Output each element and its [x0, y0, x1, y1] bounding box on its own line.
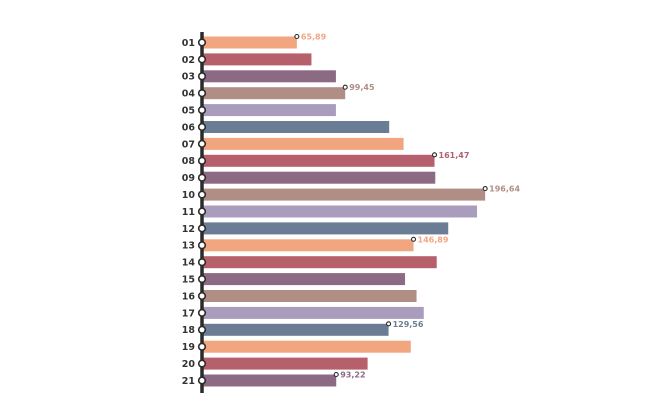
category-label-14: 14	[182, 258, 196, 269]
category-label-18: 18	[182, 325, 196, 336]
category-labels-group: 01 02 03 04 05 06 07 08 09 10 11 12 13 14 15 16 17 18 19 20…	[182, 38, 196, 387]
category-label-17: 17	[182, 308, 195, 319]
category-label-10: 10	[182, 190, 196, 201]
value-label-04: 99,45	[349, 83, 375, 92]
bar-04	[202, 87, 346, 100]
category-label-06: 06	[182, 122, 196, 133]
axis-marker-06	[197, 122, 207, 132]
bars-group	[202, 36, 486, 387]
axis-marker-15	[197, 275, 207, 284]
axis-marker-20	[197, 359, 207, 368]
bar-16	[202, 290, 417, 302]
value-dot-21	[333, 371, 339, 378]
category-label-21: 21	[182, 376, 195, 387]
value-dot-04	[342, 84, 348, 90]
axis-marker-03	[197, 72, 207, 81]
bar-01	[202, 36, 297, 49]
value-dot-18	[386, 321, 392, 327]
category-label-15: 15	[182, 275, 195, 286]
category-label-16: 16	[182, 291, 196, 302]
bar-18	[202, 323, 389, 336]
bar-10	[202, 188, 486, 201]
category-label-01: 01	[182, 38, 195, 49]
axis-marker-02	[197, 55, 207, 64]
bar-12	[202, 222, 449, 235]
bar-14	[202, 256, 437, 269]
axis-marker-10	[197, 190, 207, 199]
axis-marker-04	[197, 89, 207, 98]
axis-marker-16	[197, 291, 207, 301]
category-label-05: 05	[182, 106, 195, 117]
category-label-02: 02	[182, 55, 195, 66]
value-label-08: 161,47	[439, 151, 470, 160]
value-label-01: 65,89	[301, 33, 327, 42]
category-label-13: 13	[182, 241, 195, 252]
value-dot-10	[482, 186, 488, 192]
value-dot-01	[294, 33, 300, 40]
category-label-03: 03	[182, 72, 195, 83]
bar-21	[202, 374, 337, 387]
axis-marker-08	[197, 156, 207, 165]
bar-02	[202, 53, 312, 66]
bar-03	[202, 70, 336, 83]
bar-20	[202, 357, 368, 370]
category-label-11: 11	[182, 207, 195, 218]
axis-marker-13	[197, 241, 207, 250]
value-label-10: 196,64	[489, 185, 520, 194]
value-label-13: 146,89	[418, 235, 449, 244]
bar-11	[202, 205, 478, 218]
bar-05	[202, 104, 336, 117]
bar-07	[202, 137, 404, 150]
category-label-08: 08	[182, 156, 196, 167]
bar-15	[202, 273, 406, 286]
bar-13	[202, 239, 414, 252]
axis-marker-12	[197, 224, 207, 233]
category-label-04: 04	[182, 89, 196, 100]
bar-06	[202, 121, 390, 133]
axis-marker-09	[197, 173, 207, 182]
bar-09	[202, 171, 436, 184]
value-label-21: 93,22	[340, 371, 365, 380]
bar-17	[202, 306, 424, 319]
category-label-12: 12	[182, 224, 195, 235]
axis-marker-21	[197, 376, 207, 385]
axis-marker-18	[197, 325, 207, 334]
value-dot-13	[410, 236, 417, 242]
axis-marker-05	[197, 105, 207, 115]
value-labels-group: 65,89 99,45 161,47 196,64 146,89 129,56 93,22	[294, 33, 520, 380]
axis-marker-01	[197, 38, 207, 47]
axis-marker-11	[197, 207, 207, 216]
bar-08	[202, 154, 435, 167]
category-label-07: 07	[182, 139, 195, 150]
axis-marker-14	[197, 258, 207, 267]
value-dot-08	[431, 152, 438, 158]
category-label-19: 19	[182, 342, 195, 353]
axis-marker-19	[197, 342, 207, 351]
axis-marker-17	[197, 308, 207, 318]
bar-19	[202, 340, 411, 353]
axis-markers-group	[197, 38, 207, 385]
category-label-20: 20	[182, 359, 196, 370]
category-label-09: 09	[182, 173, 195, 184]
value-label-18: 129,56	[393, 320, 424, 329]
axis-marker-07	[197, 139, 207, 148]
